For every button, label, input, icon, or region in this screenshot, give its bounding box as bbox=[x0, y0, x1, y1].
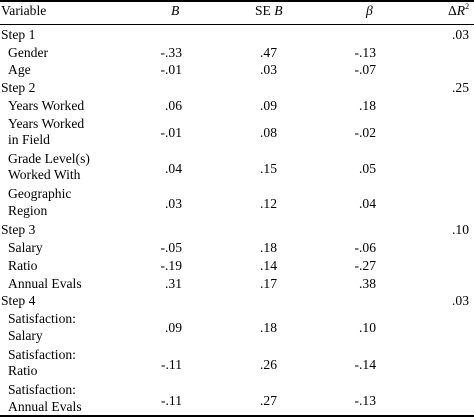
cell-b: .06 bbox=[165, 98, 182, 113]
cell-se: .18 bbox=[260, 320, 277, 335]
cell-b: .09 bbox=[165, 320, 182, 335]
row-label: Satisfaction: bbox=[8, 382, 76, 397]
cell-beta: .18 bbox=[359, 98, 376, 113]
cell-b: .31 bbox=[165, 276, 182, 291]
row-label: Grade Level(s) bbox=[8, 151, 90, 166]
header-se-b: SE B bbox=[255, 3, 283, 18]
cell-se: .12 bbox=[260, 196, 277, 211]
cell-se: .26 bbox=[260, 357, 277, 372]
step-r2: .03 bbox=[452, 27, 469, 42]
step-label: Step 4 bbox=[1, 293, 36, 308]
row-label: Gender bbox=[8, 45, 49, 60]
cell-beta: -.27 bbox=[354, 258, 376, 273]
row-label: Ratio bbox=[8, 258, 38, 273]
row-label: Satisfaction: bbox=[8, 347, 76, 362]
row-label: Satisfaction: bbox=[8, 311, 76, 326]
cell-b: -.01 bbox=[160, 62, 182, 77]
cell-b: -.11 bbox=[160, 393, 182, 408]
row-label: Years Worked bbox=[8, 116, 85, 131]
cell-se: .14 bbox=[260, 258, 277, 273]
cell-se: .15 bbox=[260, 161, 277, 176]
cell-beta: .38 bbox=[359, 276, 376, 291]
cell-beta: .04 bbox=[359, 196, 376, 211]
row-label: Annual Evals bbox=[8, 276, 82, 291]
row-label: Age bbox=[8, 62, 31, 77]
cell-se: .17 bbox=[260, 276, 277, 291]
cell-beta: -.13 bbox=[354, 45, 376, 60]
cell-b: -.05 bbox=[160, 240, 182, 255]
cell-se: .08 bbox=[260, 125, 277, 140]
cell-beta: .10 bbox=[359, 320, 376, 335]
row-label: Years Worked bbox=[8, 98, 85, 113]
header-beta: β bbox=[366, 3, 373, 18]
row-label: Geographic bbox=[8, 186, 72, 201]
row-label-cont: Region bbox=[8, 203, 48, 218]
cell-b: .04 bbox=[165, 161, 182, 176]
cell-b: -.33 bbox=[160, 45, 182, 60]
cell-beta: -.13 bbox=[354, 393, 376, 408]
step-label: Step 2 bbox=[1, 80, 36, 95]
row-label-cont: Worked With bbox=[8, 167, 81, 182]
cell-beta: -.07 bbox=[354, 62, 376, 77]
step-label: Step 1 bbox=[1, 27, 36, 42]
row-label-cont: Ratio bbox=[8, 363, 38, 378]
cell-b: -.19 bbox=[160, 258, 182, 273]
table-top-rule bbox=[0, 0, 474, 2]
row-label-cont: Salary bbox=[8, 328, 43, 343]
cell-beta: -.14 bbox=[354, 357, 376, 372]
row-label-cont: in Field bbox=[8, 132, 50, 147]
step-label: Step 3 bbox=[1, 222, 36, 237]
cell-se: .03 bbox=[260, 62, 277, 77]
table-bottom-rule bbox=[0, 415, 474, 417]
cell-b: .03 bbox=[165, 196, 182, 211]
cell-se: .09 bbox=[260, 98, 277, 113]
row-label: Salary bbox=[8, 240, 43, 255]
table-header-rule bbox=[0, 24, 474, 25]
step-r2: .25 bbox=[452, 80, 469, 95]
cell-beta: -.02 bbox=[354, 125, 376, 140]
cell-b: -.01 bbox=[160, 125, 182, 140]
header-delta-r2: ΔR2 bbox=[448, 2, 470, 18]
step-r2: .03 bbox=[452, 293, 469, 308]
cell-se: .27 bbox=[260, 393, 277, 408]
header-b: B bbox=[171, 3, 180, 18]
cell-b: -.11 bbox=[160, 357, 182, 372]
cell-beta: -.06 bbox=[354, 240, 376, 255]
cell-se: .47 bbox=[260, 45, 277, 60]
cell-beta: .05 bbox=[359, 161, 376, 176]
header-variable: Variable bbox=[1, 3, 47, 18]
cell-se: .18 bbox=[260, 240, 277, 255]
step-r2: .10 bbox=[452, 222, 469, 237]
row-label-cont: Annual Evals bbox=[8, 399, 82, 414]
